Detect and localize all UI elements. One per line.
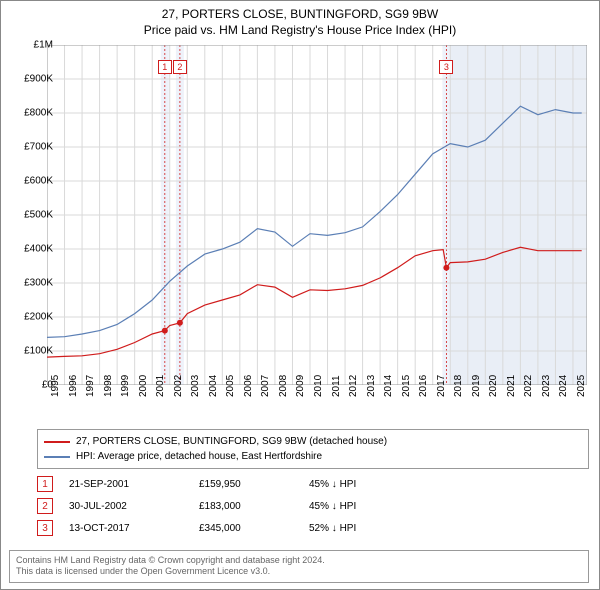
y-tick-label: £200K <box>13 312 53 323</box>
x-tick-label: 2006 <box>243 375 254 397</box>
x-tick-label: 2004 <box>208 375 219 397</box>
x-tick-label: 2024 <box>558 375 569 397</box>
chart-marker-3: 3 <box>439 60 453 74</box>
legend: 27, PORTERS CLOSE, BUNTINGFORD, SG9 9BW … <box>37 429 589 469</box>
legend-label: 27, PORTERS CLOSE, BUNTINGFORD, SG9 9BW … <box>76 434 387 449</box>
x-tick-label: 2007 <box>260 375 271 397</box>
x-tick-label: 2003 <box>190 375 201 397</box>
x-tick-label: 2005 <box>225 375 236 397</box>
chart-area <box>47 45 587 385</box>
chart-container: 27, PORTERS CLOSE, BUNTINGFORD, SG9 9BW … <box>0 0 600 590</box>
x-tick-label: 2021 <box>506 375 517 397</box>
legend-swatch <box>44 441 70 443</box>
y-tick-label: £1M <box>13 40 53 51</box>
transaction-pct: 45% ↓ HPI <box>309 479 409 490</box>
legend-label: HPI: Average price, detached house, East… <box>76 449 322 464</box>
transaction-marker-num: 3 <box>37 520 53 536</box>
x-tick-label: 2022 <box>523 375 534 397</box>
y-tick-label: £100K <box>13 346 53 357</box>
transaction-price: £345,000 <box>199 523 309 534</box>
x-tick-label: 2002 <box>173 375 184 397</box>
x-tick-label: 2019 <box>471 375 482 397</box>
legend-row: HPI: Average price, detached house, East… <box>44 449 582 464</box>
x-tick-label: 2025 <box>576 375 587 397</box>
x-tick-label: 2018 <box>453 375 464 397</box>
x-tick-label: 1998 <box>103 375 114 397</box>
x-tick-label: 2020 <box>488 375 499 397</box>
x-tick-label: 2023 <box>541 375 552 397</box>
legend-swatch <box>44 456 70 458</box>
y-tick-label: £400K <box>13 244 53 255</box>
x-tick-label: 2016 <box>418 375 429 397</box>
y-tick-label: £500K <box>13 210 53 221</box>
chart-marker-2: 2 <box>173 60 187 74</box>
x-tick-label: 1997 <box>85 375 96 397</box>
x-tick-label: 1996 <box>68 375 79 397</box>
transaction-pct: 45% ↓ HPI <box>309 501 409 512</box>
x-tick-label: 2010 <box>313 375 324 397</box>
chart-svg <box>47 45 587 385</box>
transaction-row: 3 13-OCT-2017£345,00052% ↓ HPI <box>37 517 409 539</box>
x-tick-label: 2015 <box>401 375 412 397</box>
transaction-price: £159,950 <box>199 479 309 490</box>
y-tick-label: £300K <box>13 278 53 289</box>
y-tick-label: £600K <box>13 176 53 187</box>
title-area: 27, PORTERS CLOSE, BUNTINGFORD, SG9 9BW … <box>1 1 599 37</box>
chart-marker-1: 1 <box>158 60 172 74</box>
x-tick-label: 2011 <box>331 375 342 397</box>
x-tick-label: 2008 <box>278 375 289 397</box>
x-tick-label: 2014 <box>383 375 394 397</box>
y-tick-label: £900K <box>13 74 53 85</box>
transaction-date: 13-OCT-2017 <box>69 523 199 534</box>
y-tick-label: £700K <box>13 142 53 153</box>
y-tick-label: £800K <box>13 108 53 119</box>
transaction-date: 30-JUL-2002 <box>69 501 199 512</box>
transaction-pct: 52% ↓ HPI <box>309 523 409 534</box>
y-tick-label: £0 <box>13 380 53 391</box>
transaction-marker-num: 1 <box>37 476 53 492</box>
x-tick-label: 2017 <box>436 375 447 397</box>
transaction-row: 2 30-JUL-2002£183,00045% ↓ HPI <box>37 495 409 517</box>
footer-line2: This data is licensed under the Open Gov… <box>16 566 582 578</box>
title-subtitle: Price paid vs. HM Land Registry's House … <box>1 23 599 37</box>
transaction-price: £183,000 <box>199 501 309 512</box>
footer-attribution: Contains HM Land Registry data © Crown c… <box>9 550 589 583</box>
transaction-date: 21-SEP-2001 <box>69 479 199 490</box>
legend-row: 27, PORTERS CLOSE, BUNTINGFORD, SG9 9BW … <box>44 434 582 449</box>
x-tick-label: 2000 <box>138 375 149 397</box>
x-tick-label: 2009 <box>295 375 306 397</box>
x-tick-label: 2001 <box>155 375 166 397</box>
footer-line1: Contains HM Land Registry data © Crown c… <box>16 555 582 567</box>
x-tick-label: 2013 <box>366 375 377 397</box>
x-tick-label: 1995 <box>50 375 61 397</box>
transaction-row: 1 21-SEP-2001£159,95045% ↓ HPI <box>37 473 409 495</box>
x-tick-label: 2012 <box>348 375 359 397</box>
transactions-table: 1 21-SEP-2001£159,95045% ↓ HPI 2 30-JUL-200… <box>37 473 409 539</box>
title-address: 27, PORTERS CLOSE, BUNTINGFORD, SG9 9BW <box>1 7 599 21</box>
transaction-marker-num: 2 <box>37 498 53 514</box>
x-tick-label: 1999 <box>120 375 131 397</box>
